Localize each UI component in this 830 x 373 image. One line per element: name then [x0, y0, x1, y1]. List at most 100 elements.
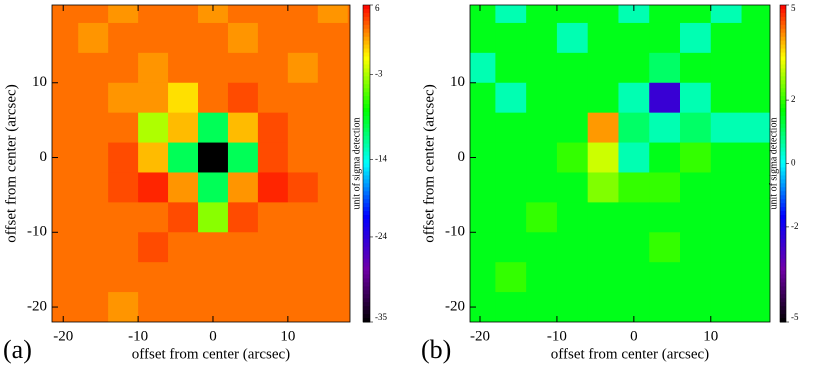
heat-cell: [52, 172, 79, 203]
heat-cell: [138, 262, 169, 293]
colorbar-strip: [363, 123, 370, 129]
colorbar-strip: [363, 246, 370, 252]
x-tick-label: 0: [630, 328, 638, 344]
heat-cell: [680, 232, 712, 263]
colorbar-strip: [363, 108, 370, 113]
heat-cell: [618, 172, 650, 203]
y-axis-label: offset from center (arcsec): [3, 84, 19, 242]
colorbar-strip: [363, 119, 370, 125]
colorbar-tick-label: -35: [375, 312, 387, 322]
colorbar-strip: [363, 36, 370, 42]
heat-cell: [556, 52, 589, 84]
heat-cell: [257, 232, 289, 263]
colorbar-strip: [780, 226, 786, 232]
heat-cell: [317, 5, 349, 24]
heat-cell: [772, 232, 803, 262]
heat-cell: [470, 232, 496, 263]
heat-cell: [649, 112, 681, 144]
colorbar-strip: [363, 207, 370, 212]
x-tick-label: -20: [470, 328, 490, 344]
heat-cell: [78, 52, 109, 84]
colorbar-label: unit of sigma detection: [351, 118, 362, 210]
heat-cell: [710, 292, 743, 322]
heat-cell: [347, 232, 350, 263]
heat-cell: [772, 0, 803, 23]
heat-cell: [138, 22, 169, 54]
heatmap: [52, 5, 350, 322]
colorbar-strip: [363, 262, 370, 268]
x-tick-label: 10: [703, 328, 718, 344]
colorbar-strip: [780, 32, 786, 38]
colorbar-strip: [363, 298, 370, 303]
heat-cell: [741, 262, 770, 293]
colorbar-strip: [363, 195, 370, 200]
heat-cell: [649, 82, 681, 114]
panel-label: (b): [421, 335, 451, 364]
colorbar-strip: [780, 108, 786, 113]
heat-cell: [287, 202, 319, 233]
heat-cell: [198, 202, 229, 233]
heat-cell: [526, 112, 558, 144]
heat-cell: [526, 202, 558, 233]
colorbar-frame: [362, 4, 371, 323]
colorbar-strip: [363, 72, 370, 77]
heat-cell: [52, 82, 79, 114]
colorbar-strip: [363, 32, 370, 38]
heat-cell: [168, 5, 199, 24]
y-tick-label: -10: [27, 224, 47, 240]
heat-cell: [168, 112, 199, 144]
colorbar-strip: [780, 36, 786, 42]
heat-cell: [198, 262, 229, 293]
heat-cell: [526, 262, 558, 293]
colorbar-strip: [363, 56, 370, 61]
heat-cell: [138, 82, 169, 114]
heat-cell: [556, 5, 589, 24]
heat-cell: [317, 52, 349, 84]
heat-cell: [317, 292, 349, 322]
colorbar-strip: [780, 96, 786, 101]
colorbar-tick-label: 2: [791, 94, 796, 104]
heatmap: [470, 0, 803, 322]
heat-cell: [287, 82, 319, 114]
heat-cell: [287, 22, 319, 54]
heat-cell: [108, 112, 139, 144]
colorbar-strip: [363, 199, 370, 204]
heat-cell: [587, 232, 619, 263]
heat-cell: [317, 232, 349, 263]
heat-cell: [556, 142, 589, 173]
colorbar-strip: [363, 115, 370, 121]
heat-cell: [556, 232, 589, 263]
colorbar-strip: [363, 274, 370, 279]
heat-cell: [168, 292, 199, 322]
colorbar-strip: [363, 250, 370, 256]
colorbar-strip: [363, 302, 370, 307]
heat-cell: [138, 142, 169, 173]
heat-cell: [526, 22, 558, 54]
heat-cell: [556, 172, 589, 203]
heat-cell: [495, 5, 527, 24]
heat-cell: [108, 142, 139, 173]
heat-cell: [168, 22, 199, 54]
y-tick-label: 10: [32, 74, 47, 90]
heat-cell: [741, 112, 770, 144]
colorbar-strip: [363, 84, 370, 89]
heat-cell: [649, 202, 681, 233]
heat-cell: [649, 232, 681, 263]
heat-cell: [227, 202, 259, 233]
heat-cell: [526, 292, 558, 322]
heat-cell: [347, 22, 350, 54]
colorbar-strip: [780, 302, 786, 307]
colorbar-strip: [363, 52, 370, 58]
colorbar-strip: [363, 12, 370, 18]
heat-cell: [495, 82, 527, 114]
colorbar-strip: [780, 222, 786, 228]
heat-cell: [495, 292, 527, 322]
colorbar-strip: [780, 80, 786, 85]
colorbar-strip: [780, 306, 786, 311]
heat-cell: [317, 262, 349, 293]
colorbar-strip: [780, 282, 786, 287]
colorbar-strip: [780, 12, 786, 18]
colorbar-strip: [363, 171, 370, 176]
heat-cell: [78, 5, 109, 24]
